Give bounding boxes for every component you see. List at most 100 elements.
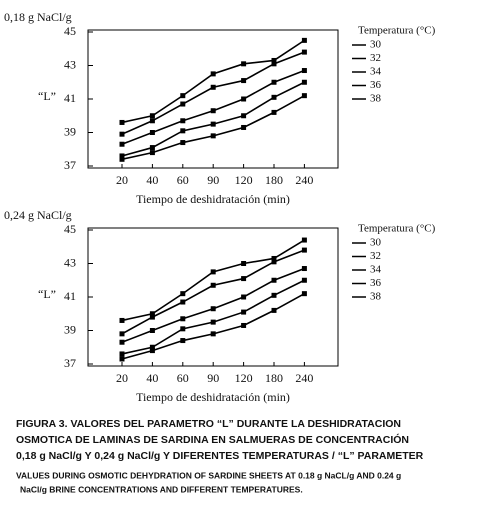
point — [149, 328, 155, 333]
point — [119, 339, 125, 345]
point — [301, 266, 307, 272]
x-tick-label: 120 — [235, 173, 253, 187]
point — [119, 317, 125, 323]
point — [301, 237, 307, 243]
series-line — [121, 279, 305, 355]
point — [149, 145, 155, 151]
point — [301, 37, 307, 43]
caption-line: FIGURA 3. VALORES DEL PARAMETRO “L” DURA… — [16, 418, 401, 430]
point — [210, 71, 216, 77]
point — [271, 255, 277, 261]
caption-line: NaCl/g BRINE CONCENTRATIONS AND DIFFEREN… — [20, 484, 303, 494]
x-tick-label: 40 — [146, 173, 158, 187]
point — [271, 307, 277, 313]
caption-line: 0,18 g NaCl/g Y 0,24 g NaCl/g Y DIFERENT… — [16, 450, 424, 462]
chart-title: 0,24 g NaCl/g — [4, 208, 72, 222]
y-tick-label: 45 — [64, 24, 76, 38]
point — [149, 113, 155, 119]
legend-label: 30 — [370, 237, 382, 249]
point — [149, 314, 155, 320]
point — [301, 79, 307, 85]
point — [271, 109, 277, 115]
point — [241, 96, 247, 102]
point — [301, 291, 307, 297]
point — [301, 247, 307, 253]
point — [210, 282, 216, 288]
point — [271, 277, 277, 283]
point — [241, 322, 247, 328]
point — [271, 94, 277, 100]
point — [210, 306, 216, 312]
y-tick-label: 41 — [64, 289, 76, 303]
point — [119, 331, 125, 337]
point — [210, 331, 216, 337]
point — [301, 49, 307, 55]
legend-label: 32 — [370, 250, 381, 262]
y-axis-label: “L” — [38, 89, 56, 103]
x-tick-label: 20 — [116, 173, 128, 187]
legend-label: 30 — [370, 39, 382, 51]
x-tick-label: 20 — [116, 371, 128, 385]
point — [271, 61, 277, 67]
point — [149, 130, 155, 135]
plot-frame — [87, 227, 339, 367]
series-line — [121, 292, 305, 360]
y-tick-label: 45 — [64, 222, 76, 236]
x-tick-label: 90 — [207, 173, 219, 187]
legend-label: 38 — [370, 291, 382, 303]
y-tick-label: 43 — [64, 57, 76, 71]
legend-label: 34 — [370, 264, 382, 276]
x-axis-label: Tiempo de deshidratación (min) — [136, 390, 290, 404]
point — [119, 119, 125, 125]
point — [180, 118, 186, 124]
plot-frame — [87, 29, 339, 169]
x-tick-label: 120 — [235, 371, 253, 385]
point — [119, 141, 125, 147]
x-tick-label: 180 — [265, 173, 283, 187]
point — [149, 150, 155, 156]
point — [241, 261, 247, 266]
x-tick-label: 60 — [177, 371, 189, 385]
point — [180, 326, 186, 332]
y-tick-label: 41 — [64, 91, 76, 105]
point — [180, 93, 186, 99]
point — [180, 101, 186, 107]
x-tick-label: 180 — [265, 371, 283, 385]
point — [119, 356, 125, 362]
point — [271, 57, 277, 63]
y-tick-label: 39 — [64, 322, 76, 336]
point — [180, 291, 186, 297]
point — [301, 93, 307, 99]
x-tick-label: 60 — [177, 173, 189, 187]
series-line — [121, 267, 305, 343]
point — [119, 153, 125, 159]
caption-line: OSMOTICA DE LAMINAS DE SARDINA EN SALMUE… — [16, 433, 409, 446]
point — [271, 259, 277, 265]
x-tick-label: 40 — [146, 371, 158, 385]
y-tick-label: 37 — [64, 158, 76, 172]
y-axis-label: “L” — [38, 287, 56, 301]
point — [180, 128, 186, 134]
point — [241, 309, 247, 315]
series-line — [121, 94, 305, 161]
legend-label: 36 — [370, 277, 382, 289]
series-line — [121, 69, 305, 145]
point — [241, 61, 247, 67]
point — [210, 121, 216, 127]
point — [180, 140, 186, 146]
point — [210, 269, 216, 275]
legend-label: 38 — [370, 93, 382, 105]
point — [241, 124, 247, 130]
y-tick-label: 43 — [64, 255, 76, 269]
caption-line: VALUES DURING OSMOTIC DEHYDRATION OF SAR… — [16, 470, 401, 480]
point — [210, 133, 216, 139]
point — [119, 131, 125, 137]
series-line — [121, 81, 305, 157]
point — [210, 108, 216, 114]
point — [149, 118, 155, 124]
point — [149, 311, 155, 317]
point — [241, 78, 247, 84]
point — [149, 344, 155, 350]
chart-title: 0,18 g NaCl/g — [4, 10, 72, 24]
